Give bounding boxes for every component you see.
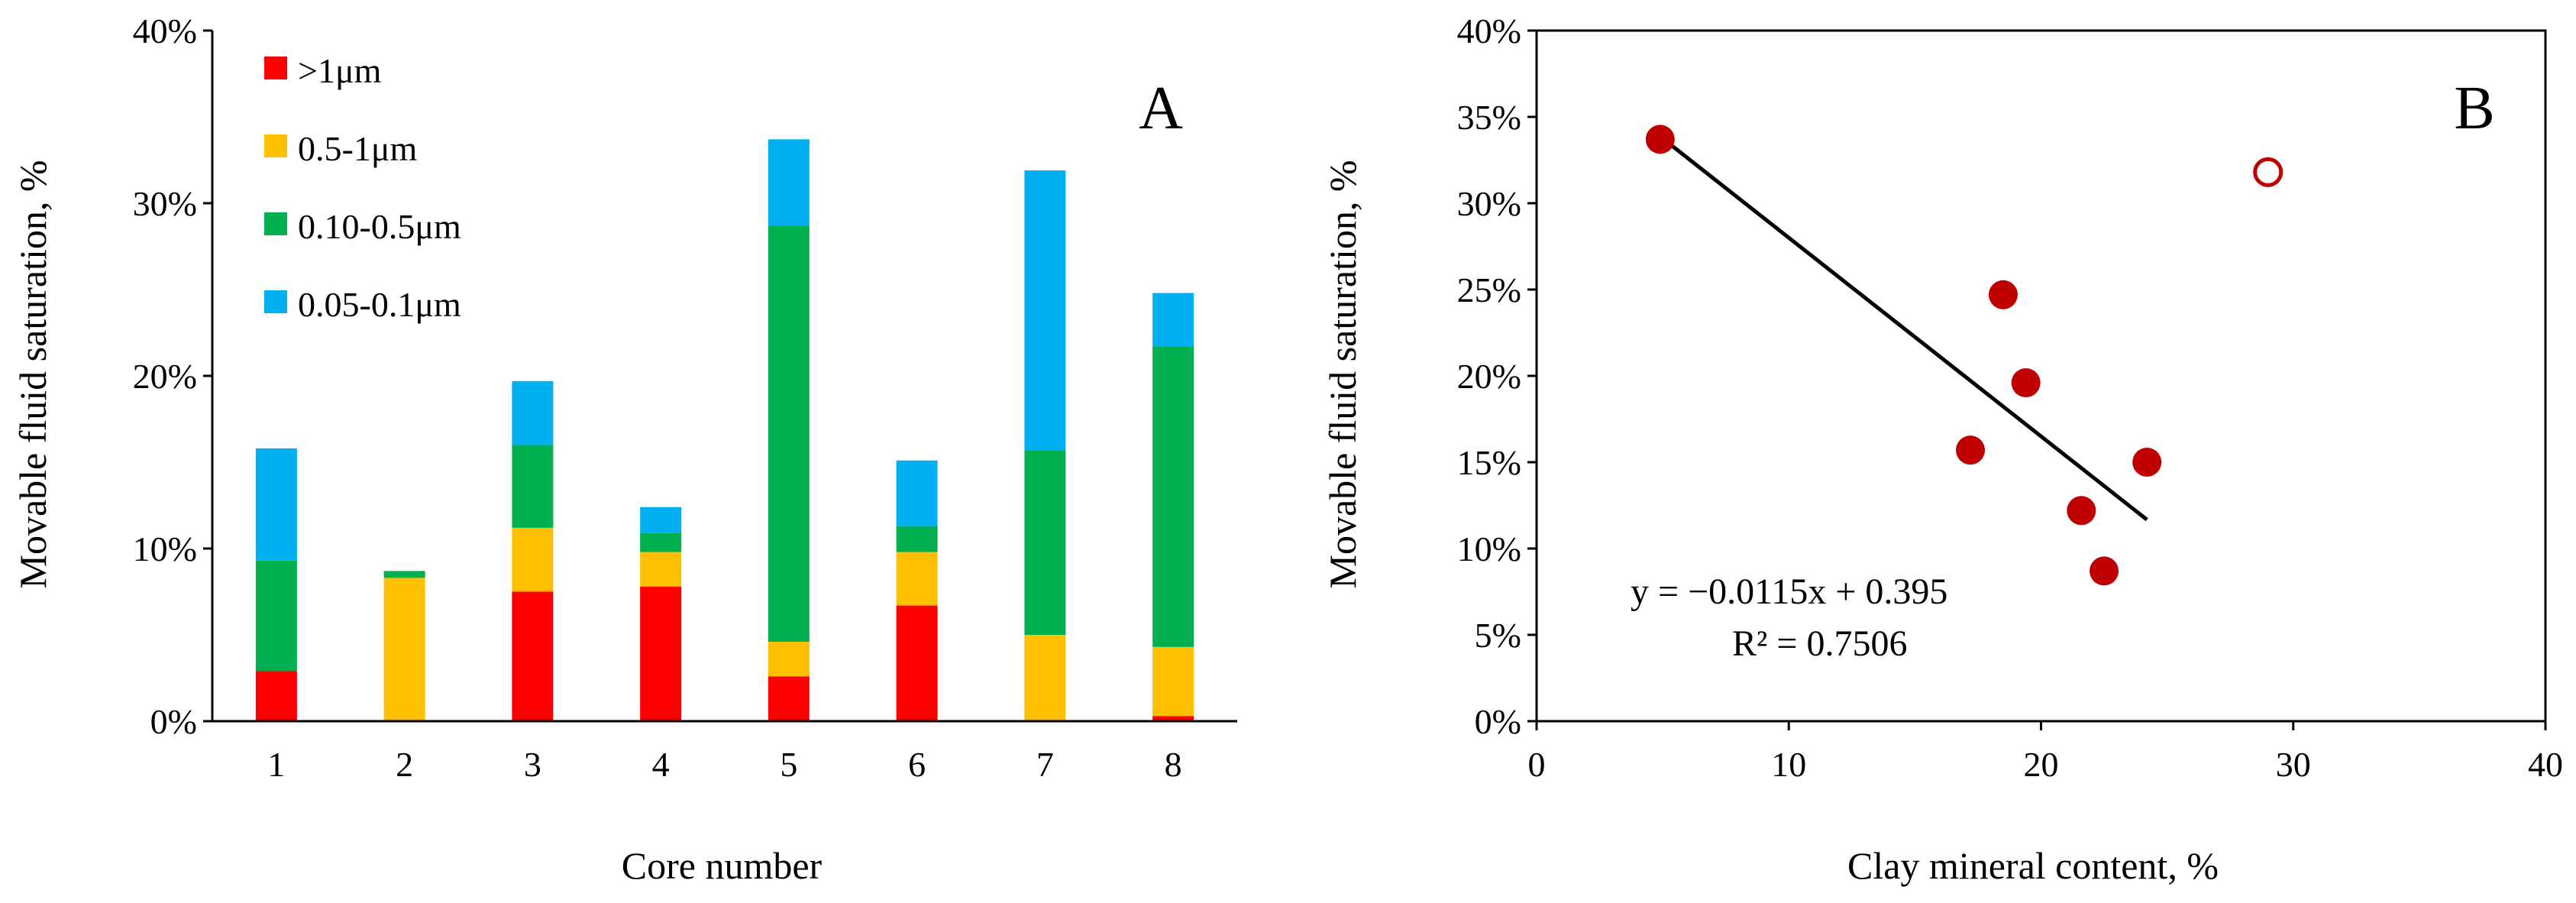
- panel-b-y-tick-label: 20%: [1457, 357, 1521, 396]
- legend-swatch: [264, 212, 287, 235]
- bar-segment: [512, 527, 554, 592]
- panel-b-y-tick-label: 0%: [1475, 702, 1521, 741]
- data-point: [1956, 435, 1986, 465]
- panel-a-x-tick-label: 5: [780, 745, 797, 784]
- bar-segment: [640, 586, 682, 721]
- panel-b-y-tick-label: 30%: [1457, 184, 1521, 223]
- panel-a-x-axis-title: Core number: [622, 844, 823, 887]
- panel-a-bar-chart: Movable fluid saturation, % Core number …: [11, 11, 1237, 887]
- bar-segment: [512, 445, 554, 528]
- panel-b-x-axis-title: Clay mineral content, %: [1847, 844, 2219, 887]
- trendline: [1659, 134, 2148, 522]
- panel-b-y-tick-label: 35%: [1457, 98, 1521, 137]
- panel-b-y-tick-label: 10%: [1457, 529, 1521, 568]
- bar-segment: [896, 552, 938, 606]
- outlier-point: [2253, 157, 2283, 187]
- bar-segment: [1152, 293, 1194, 347]
- panel-a-x-tick-label: 3: [524, 745, 541, 784]
- panel-a-x-tick-label: 6: [908, 745, 926, 784]
- bar-segment: [1152, 646, 1194, 717]
- bar-segment: [255, 560, 297, 672]
- legend-label: 0.05-0.1μm: [298, 285, 461, 324]
- bar-segment: [640, 532, 682, 552]
- legend-label: 0.10-0.5μm: [298, 207, 461, 246]
- panel-a-x-tick-label: 2: [396, 745, 413, 784]
- panel-b-scatter-chart: Movable fluid saturation, % Clay mineral…: [1321, 11, 2563, 887]
- data-point: [1645, 125, 1675, 154]
- bar-segment: [896, 526, 938, 552]
- bar-segment: [512, 380, 554, 445]
- panel-b-frame-rect: [1535, 29, 2547, 723]
- panel-b-label: B: [2454, 75, 2494, 142]
- trendline-r-squared: R² = 0.7506: [1732, 623, 1907, 664]
- legend-swatch: [264, 134, 287, 157]
- panel-b-x-tick-label: 0: [1528, 745, 1546, 784]
- panel-b-x-ticks: 0 10 20 30 40: [1528, 721, 2563, 784]
- bar-segment: [383, 571, 425, 578]
- bar-segment: [255, 448, 297, 561]
- panel-b-x-tick-label: 30: [2276, 745, 2311, 784]
- panel-a-legend: >1μm 0.5-1μm 0.10-0.5μm 0.05-0.1μm: [264, 51, 461, 324]
- bar-segment: [383, 578, 425, 721]
- bar-segment: [1152, 346, 1194, 647]
- bar-segment: [896, 460, 938, 526]
- legend-swatch: [264, 290, 287, 313]
- bar-segment: [512, 591, 554, 721]
- bar-segment: [1024, 635, 1066, 721]
- panel-a-y-tick-label: 30%: [133, 184, 197, 223]
- panel-a-x-ticks: 1 2 3 4 5 6 7 8: [267, 745, 1181, 784]
- data-point: [2132, 448, 2162, 477]
- panel-a-x-tick-label: 8: [1165, 745, 1182, 784]
- bar-segment: [640, 507, 682, 533]
- panel-b-y-tick-label: 5%: [1475, 616, 1521, 655]
- legend-swatch: [264, 57, 287, 79]
- legend-label: 0.5-1μm: [298, 129, 417, 168]
- legend-label: >1μm: [298, 51, 382, 90]
- panel-b-trendline-group: [1659, 134, 2148, 522]
- panel-b-points: [1645, 125, 2283, 586]
- panel-a-y-tick-label: 40%: [133, 11, 197, 50]
- panel-a-axes: [211, 31, 1237, 723]
- panel-a-y-tick-label: 10%: [133, 529, 197, 568]
- panel-a-y-tick-label: 0%: [150, 702, 197, 741]
- bar-segment: [768, 225, 810, 642]
- panel-b-plot-frame: [1535, 29, 2547, 723]
- panel-b-y-tick-label: 40%: [1457, 11, 1521, 50]
- panel-a-y-axis-title: Movable fluid saturation, %: [11, 160, 54, 589]
- panel-a-label: A: [1139, 75, 1183, 142]
- bar-segment: [640, 552, 682, 587]
- panel-a-x-tick-label: 4: [652, 745, 670, 784]
- trendline-equation: y = −0.0115x + 0.395: [1631, 571, 1947, 612]
- panel-a-x-tick-label: 1: [267, 745, 285, 784]
- panel-b-y-tick-label: 25%: [1457, 270, 1521, 309]
- data-point: [2090, 556, 2119, 586]
- bar-segment: [768, 139, 810, 226]
- bar-segment: [1024, 170, 1066, 451]
- panel-a-y-ticks: 0% 10% 20% 30% 40%: [133, 11, 212, 741]
- bar-segment: [1024, 450, 1066, 635]
- panel-b-x-tick-label: 10: [1771, 745, 1806, 784]
- bar-segment: [255, 671, 297, 721]
- bar-segment: [896, 605, 938, 721]
- panel-b-x-tick-label: 20: [2024, 745, 2059, 784]
- data-point: [1988, 280, 2018, 309]
- panel-b-y-ticks: 0% 5% 10% 15% 20% 25% 30% 35% 40%: [1457, 11, 1537, 741]
- bar-segment: [768, 676, 810, 721]
- data-point: [2011, 368, 2041, 398]
- panel-b-y-tick-label: 15%: [1457, 443, 1521, 482]
- bar-segment: [768, 642, 810, 677]
- panel-b-x-tick-label: 40: [2528, 745, 2563, 784]
- panel-a-x-tick-label: 7: [1036, 745, 1054, 784]
- panel-b-y-axis-title: Movable fluid saturation, %: [1321, 160, 1364, 589]
- panel-a-y-tick-label: 20%: [133, 357, 197, 396]
- bar-segment: [1152, 716, 1194, 721]
- data-point: [2067, 496, 2096, 526]
- panel-a-bars: [255, 139, 1194, 721]
